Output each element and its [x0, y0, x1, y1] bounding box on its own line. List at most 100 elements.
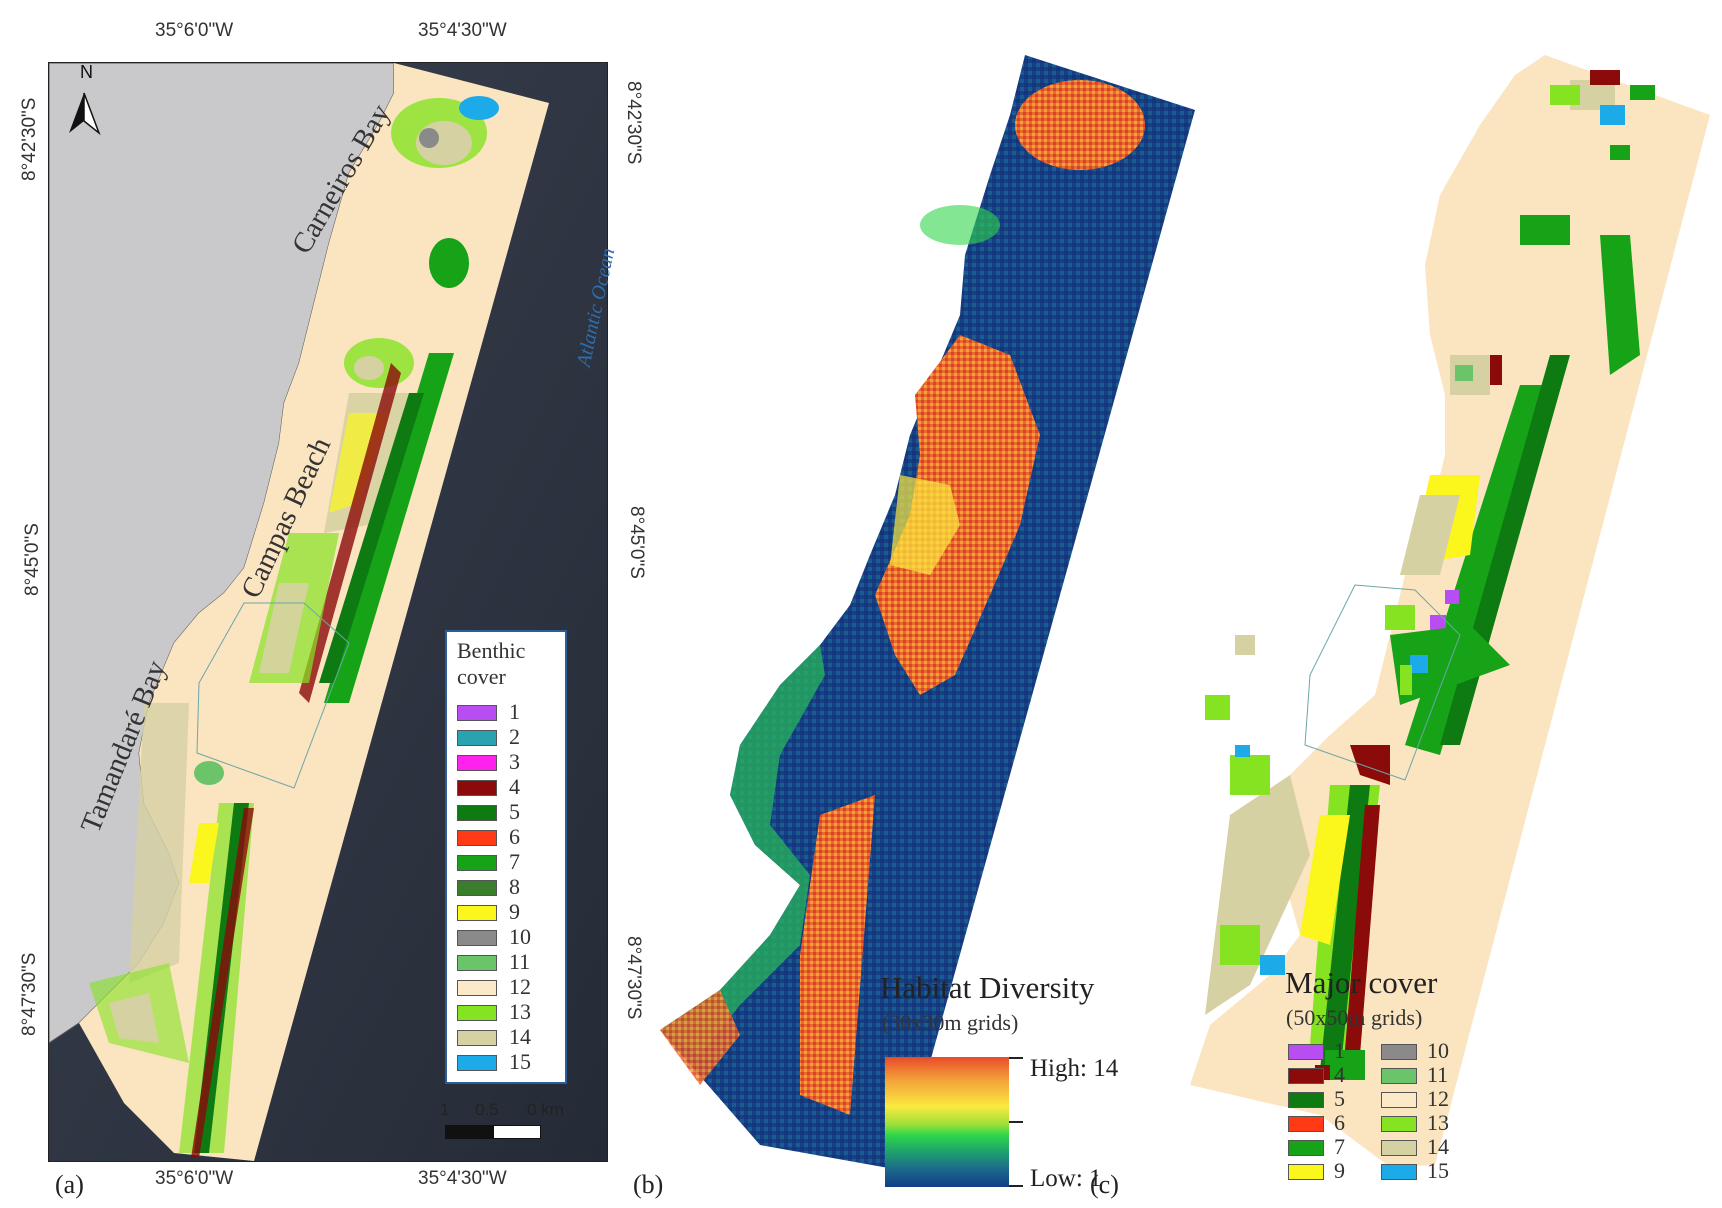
legend-label: 8: [509, 874, 520, 899]
major-cover-label: 1: [1334, 1038, 1345, 1063]
ramp-label-low: Low: 1: [1030, 1165, 1102, 1192]
major-cover-label: 14: [1427, 1134, 1449, 1159]
lon-label-bottom-right: 35°4'30"W: [418, 1168, 507, 1189]
lon-label-top-right: 35°4'30"W: [418, 20, 507, 41]
scale-label-1: 1: [440, 1100, 450, 1119]
legend-swatch: [457, 755, 497, 771]
major-cover-label: 7: [1334, 1134, 1345, 1159]
habitat-diversity-legend-title: Habitat Diversity: [880, 970, 1095, 1005]
habitat-diversity-map: [660, 55, 1195, 1170]
major-cover-swatch: [1381, 1092, 1417, 1108]
major-cover-swatch: [1288, 1068, 1324, 1084]
major-cover-swatch: [1288, 1116, 1324, 1132]
scale-label-0-km: 0 km: [527, 1100, 564, 1119]
major-cover-swatch: [1288, 1140, 1324, 1156]
major-cover-label: 10: [1427, 1038, 1449, 1063]
diversity-hotspot-south: [800, 795, 875, 1115]
major-cover-patches: [1205, 70, 1655, 1080]
legend-swatch: [457, 1030, 497, 1046]
scale-bar: [445, 1125, 541, 1139]
diversity-hotspot-southwest: [660, 990, 740, 1085]
lat-label-left-bot: 8°47'30"S: [19, 952, 40, 1036]
legend-label: 2: [509, 724, 520, 749]
panel-label-a: (a): [55, 1170, 84, 1199]
major-cover-label: 4: [1334, 1062, 1345, 1087]
major-cover-map: [1190, 55, 1710, 1167]
major-cover-label: 13: [1427, 1110, 1449, 1135]
habitat-diversity-legend-subtitle: (30x30m grids): [882, 1010, 1019, 1035]
major-cover-swatch: [1381, 1164, 1417, 1180]
legend-label: 1: [509, 699, 520, 724]
major-cover-label: 6: [1334, 1110, 1345, 1135]
habitat-diversity-color-ramp: [885, 1057, 1009, 1187]
panel-label-c: (c): [1090, 1170, 1119, 1199]
lat-label-left-top: 8°42'30"S: [19, 97, 40, 181]
legend-swatch: [457, 1055, 497, 1071]
diversity-nodata-patch: [740, 855, 762, 873]
legend-swatch: [457, 880, 497, 896]
major-cover-label: 15: [1427, 1158, 1449, 1183]
north-label: N: [80, 62, 93, 82]
legend-swatch: [457, 930, 497, 946]
lat-label-left-mid: 8°45'0"S: [22, 523, 43, 596]
major-cover-swatch: [1381, 1044, 1417, 1060]
benthic-map-svg: [49, 63, 607, 1161]
lat-label-right-top: 8°42'30"S: [623, 81, 644, 165]
major-cover-swatch: [1288, 1092, 1324, 1108]
legend-label: 13: [509, 999, 531, 1024]
protected-area-boundary: [196, 602, 350, 789]
legend-swatch: [457, 730, 497, 746]
legend-swatch: [457, 855, 497, 871]
legend-swatch: [457, 905, 497, 921]
legend-swatch: [457, 705, 497, 721]
legend-swatch: [457, 955, 497, 971]
benthic-cover-map: [48, 62, 608, 1162]
ramp-tick-low: [1009, 1185, 1023, 1187]
legend-swatch: [457, 980, 497, 996]
major-cover-label: 5: [1334, 1086, 1345, 1111]
legend-label: 9: [509, 899, 520, 924]
major-cover-swatch: [1381, 1140, 1417, 1156]
legend-swatch: [457, 805, 497, 821]
legend-label: 7: [509, 849, 520, 874]
diversity-yellow-zone: [890, 475, 960, 575]
legend-label: 3: [509, 749, 520, 774]
lon-label-top-left: 35°6'0"W: [155, 20, 234, 41]
major-cover-label: 9: [1334, 1158, 1345, 1183]
legend-title-line1: Benthic: [457, 638, 526, 663]
lon-label-bottom-left: 35°6'0"W: [155, 1168, 234, 1189]
diversity-green-patch: [920, 205, 1000, 245]
ramp-tick-mid: [1009, 1121, 1023, 1123]
major-cover-legend-title: Major cover: [1285, 965, 1438, 1000]
lat-label-right-bot: 8°47'30"S: [623, 936, 644, 1020]
major-cover-swatch: [1381, 1116, 1417, 1132]
legend-label: 10: [509, 924, 531, 949]
legend-swatch: [457, 780, 497, 796]
panel-label-b: (b): [633, 1170, 664, 1199]
legend-label: 15: [509, 1049, 531, 1074]
major-cover-legend-items: 1 4 5 6 7 9 10 11 12 13 14 15: [1288, 1038, 1488, 1190]
legend-label: 4: [509, 774, 520, 799]
major-cover-swatch: [1288, 1044, 1324, 1060]
major-cover-label: 11: [1427, 1062, 1449, 1087]
legend-label: 12: [509, 974, 531, 999]
major-cover-swatch: [1288, 1164, 1324, 1180]
legend-label: 6: [509, 824, 520, 849]
ramp-label-high: High: 14: [1030, 1055, 1119, 1082]
legend-label: 5: [509, 799, 520, 824]
legend-title-line2: cover: [457, 664, 506, 689]
major-cover-legend-subtitle: (50x50m grids): [1286, 1005, 1423, 1030]
benthic-cover-legend: Benthic cover 1 2 3 4 5 6 7 8 9 10 11 12 13 14 15: [445, 630, 567, 1084]
lat-label-right-mid: 8°45'0"S: [626, 506, 647, 579]
legend-label: 11: [509, 949, 531, 974]
major-cover-label: 12: [1427, 1086, 1449, 1111]
major-cover-swatch: [1381, 1068, 1417, 1084]
major-cover-protected-boundary: [1304, 584, 1461, 781]
diversity-green-fringe: [660, 645, 825, 1055]
diversity-hotspot-north: [1015, 80, 1145, 170]
legend-swatch: [457, 1005, 497, 1021]
ramp-tick-high: [1009, 1057, 1023, 1059]
legend-label: 14: [509, 1024, 531, 1049]
legend-swatch: [457, 830, 497, 846]
north-arrow-icon: [69, 92, 101, 136]
